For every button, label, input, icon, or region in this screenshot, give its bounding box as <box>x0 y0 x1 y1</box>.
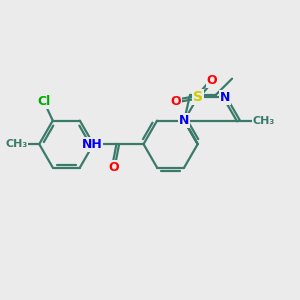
Text: O: O <box>207 74 217 87</box>
Text: Cl: Cl <box>37 95 51 108</box>
Text: NH: NH <box>82 138 102 151</box>
Text: CH₃: CH₃ <box>5 139 27 149</box>
Text: O: O <box>108 160 119 174</box>
Text: O: O <box>171 94 181 107</box>
Text: N: N <box>179 114 189 127</box>
Text: S: S <box>193 90 203 104</box>
Text: N: N <box>220 91 230 104</box>
Text: CH₃: CH₃ <box>253 116 275 126</box>
